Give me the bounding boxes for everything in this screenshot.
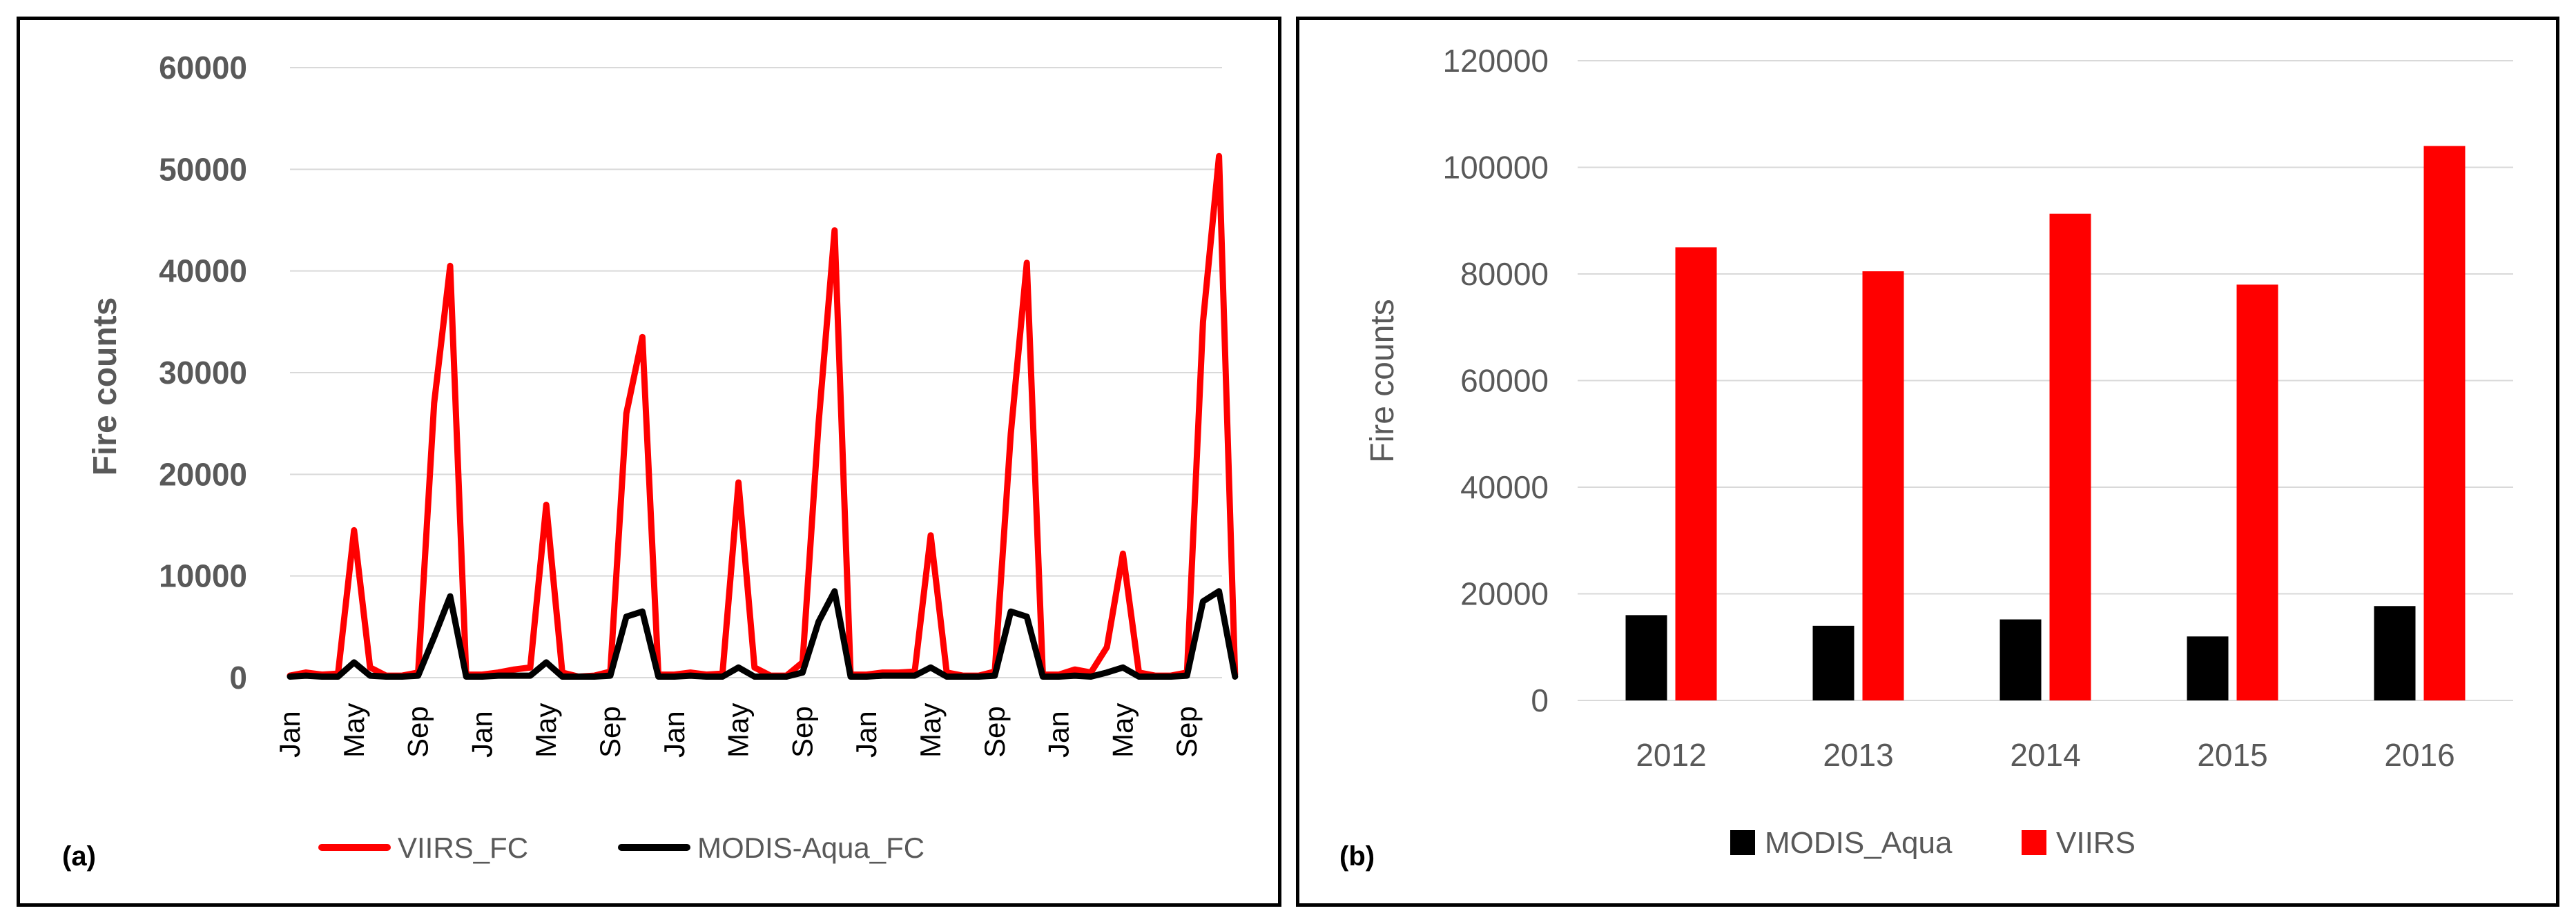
chart-b-xtick-label: 2012 — [1636, 737, 1706, 773]
chart-a-panel-label: (a) — [62, 841, 96, 872]
chart-a-xtick-label: Sep — [1170, 706, 1203, 758]
chart-a-xtick-label: Sep — [978, 706, 1011, 758]
chart-a-xtick-label: May — [1106, 703, 1139, 758]
chart-b-legend-label: VIIRS — [2056, 826, 2136, 860]
chart-b-bar — [2187, 636, 2229, 700]
chart-b-ytick-label: 120000 — [1443, 43, 1549, 79]
chart-a-xtick-label: Sep — [402, 706, 434, 758]
chart-b-xtick-label: 2014 — [2010, 737, 2080, 773]
chart-b-legend-label: MODIS_Aqua — [1765, 826, 1953, 860]
chart-b-bar — [2374, 606, 2416, 700]
chart-a-series-line — [287, 588, 1239, 680]
chart-a-ytick-label: 10000 — [159, 558, 247, 594]
chart-b-bar — [1812, 625, 1854, 700]
chart-b-legend-swatch — [2022, 830, 2046, 855]
chart-b-bar — [1675, 247, 1717, 700]
chart-b-bar — [1999, 619, 2042, 700]
chart-a-xtick-label: May — [914, 703, 947, 758]
chart-a-ytick-label: 30000 — [159, 355, 247, 391]
chart-b-bar — [1862, 271, 1904, 700]
chart-b-ytick-label: 60000 — [1460, 363, 1549, 399]
chart-a-ytick-label: 0 — [229, 660, 247, 696]
chart-a-ytick-label: 50000 — [159, 151, 247, 187]
chart-a-layer: 0 10000 20000 30000 40000 50000 60000 Jan May Sep… — [159, 50, 1239, 864]
chart-b-ytick-label: 100000 — [1443, 150, 1549, 186]
chart-b-panel-label: (b) — [1339, 841, 1375, 872]
chart-b-bar — [2423, 146, 2466, 701]
chart-a-xtick-label: May — [530, 703, 562, 758]
chart-b-xtick-label: 2013 — [1823, 737, 1893, 773]
chart-b-xtick-label: 2016 — [2384, 737, 2454, 773]
chart-b-xtick-label: 2015 — [2197, 737, 2267, 773]
chart-a-legend-label: MODIS-Aqua_FC — [697, 832, 924, 864]
chart-a-xtick-label: Jan — [850, 711, 882, 758]
chart-b-bar — [2236, 284, 2278, 700]
chart-a-ytick-label: 40000 — [159, 253, 247, 289]
chart-b-layer: 0 20000 40000 60000 80000 100000 120000 2012 201… — [1443, 43, 2513, 860]
chart-a-xtick-label: Jan — [658, 711, 690, 758]
chart-a-xtick-label: Sep — [594, 706, 626, 758]
chart-a-xtick-label: Jan — [1043, 711, 1075, 758]
chart-b-legend-swatch — [1730, 830, 1755, 855]
chart-b-ytick-label: 80000 — [1460, 256, 1549, 292]
chart-a-xtick-label: Sep — [786, 706, 818, 758]
chart-b-ytick-label: 40000 — [1460, 469, 1549, 505]
chart-a-series-line — [287, 153, 1239, 680]
chart-a-xtick-label: May — [722, 703, 755, 758]
chart-a-legend-label: VIIRS_FC — [398, 832, 528, 864]
chart-b-ylabel: Fire counts — [1364, 299, 1401, 462]
chart-b-bar — [1625, 615, 1667, 700]
chart-b-ytick-label: 20000 — [1460, 576, 1549, 612]
panel-b — [1296, 17, 2559, 907]
chart-a-ytick-label: 60000 — [159, 50, 247, 86]
chart-b-ytick-label: 0 — [1531, 682, 1549, 718]
chart-a-xtick-label: Jan — [273, 711, 306, 758]
chart-a-ytick-label: 20000 — [159, 456, 247, 492]
chart-a-xtick-label: May — [338, 703, 370, 758]
chart-a-ylabel: Fire counts — [87, 297, 124, 476]
chart-a-xtick-label: Jan — [465, 711, 498, 758]
chart-b-bar — [2049, 213, 2091, 700]
